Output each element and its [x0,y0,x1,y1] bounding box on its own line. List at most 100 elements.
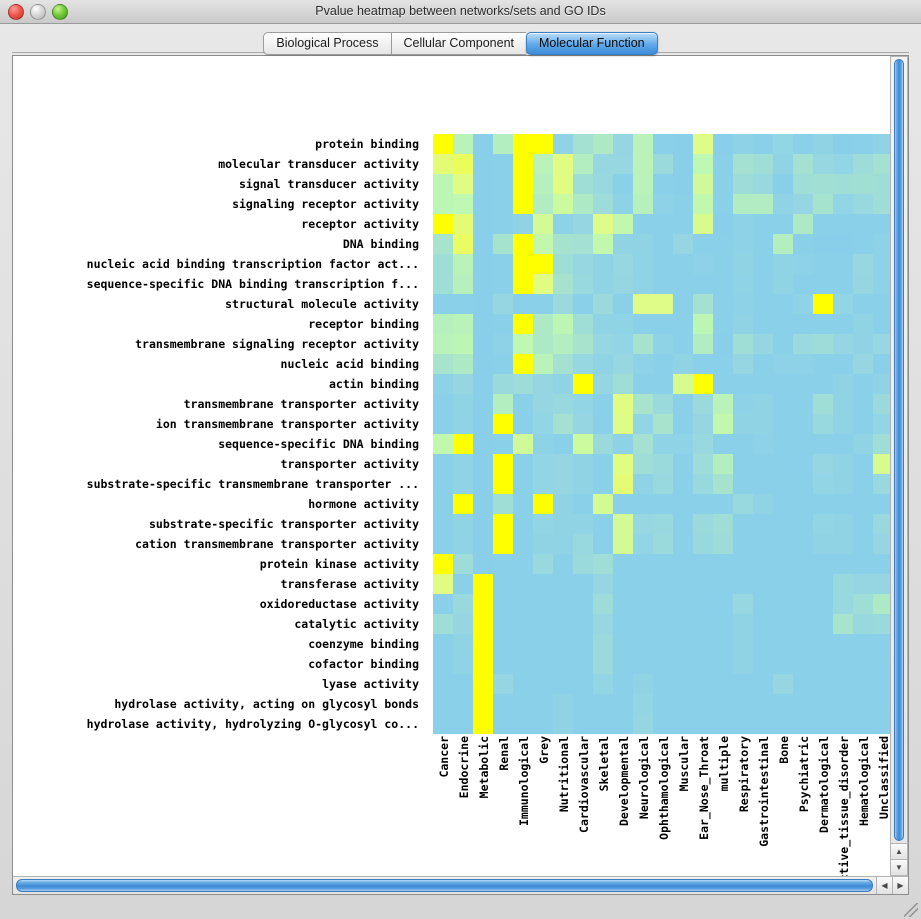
heatmap-cell[interactable] [873,294,893,314]
heatmap-cell[interactable] [633,614,653,634]
heatmap-cell[interactable] [573,514,593,534]
heatmap-cell[interactable] [653,294,673,314]
heatmap-cell[interactable] [653,654,673,674]
heatmap-cell[interactable] [713,234,733,254]
heatmap-cell[interactable] [853,714,873,734]
heatmap-cell[interactable] [653,254,673,274]
heatmap-cell[interactable] [873,254,893,274]
heatmap-cell[interactable] [493,694,513,714]
heatmap-cell[interactable] [793,554,813,574]
heatmap-cell[interactable] [513,594,533,614]
heatmap-cell[interactable] [633,414,653,434]
heatmap-cell[interactable] [773,254,793,274]
heatmap-cell[interactable] [593,174,613,194]
heatmap-cell[interactable] [553,654,573,674]
heatmap-cell[interactable] [473,534,493,554]
heatmap-cell[interactable] [753,714,773,734]
heatmap-cell[interactable] [613,514,633,534]
heatmap-cell[interactable] [453,394,473,414]
heatmap-cell[interactable] [673,714,693,734]
heatmap-cell[interactable] [653,454,673,474]
heatmap-cell[interactable] [873,514,893,534]
heatmap-cell[interactable] [513,234,533,254]
heatmap-cell[interactable] [533,634,553,654]
heatmap-cell[interactable] [613,174,633,194]
heatmap-cell[interactable] [433,354,453,374]
heatmap-cell[interactable] [573,694,593,714]
heatmap-cell[interactable] [433,454,453,474]
heatmap-cell[interactable] [433,534,453,554]
heatmap-cell[interactable] [773,334,793,354]
heatmap-cell[interactable] [433,134,453,154]
heatmap-cell[interactable] [713,454,733,474]
heatmap-cell[interactable] [693,674,713,694]
heatmap-cell[interactable] [533,494,553,514]
heatmap-cell[interactable] [633,634,653,654]
heatmap-cell[interactable] [853,274,873,294]
heatmap-cell[interactable] [613,654,633,674]
heatmap-cell[interactable] [593,154,613,174]
heatmap-cell[interactable] [773,434,793,454]
heatmap-cell[interactable] [853,194,873,214]
heatmap-cell[interactable] [533,394,553,414]
heatmap-cell[interactable] [633,514,653,534]
heatmap-cell[interactable] [633,434,653,454]
heatmap-cell[interactable] [833,634,853,654]
heatmap-cell[interactable] [833,174,853,194]
heatmap-cell[interactable] [573,614,593,634]
heatmap-cell[interactable] [653,214,673,234]
heatmap-cell[interactable] [693,594,713,614]
heatmap-cell[interactable] [853,394,873,414]
heatmap-cell[interactable] [773,234,793,254]
heatmap-cell[interactable] [613,154,633,174]
heatmap-cell[interactable] [713,174,733,194]
heatmap-cell[interactable] [833,654,853,674]
heatmap-cell[interactable] [453,214,473,234]
heatmap-cell[interactable] [813,374,833,394]
heatmap-cell[interactable] [553,294,573,314]
heatmap-cell[interactable] [793,134,813,154]
heatmap-cell[interactable] [613,594,633,614]
heatmap-cell[interactable] [553,154,573,174]
heatmap-cell[interactable] [493,174,513,194]
heatmap-cell[interactable] [633,154,653,174]
heatmap-cell[interactable] [853,474,873,494]
heatmap-cell[interactable] [693,134,713,154]
heatmap-cell[interactable] [593,294,613,314]
heatmap-cell[interactable] [593,514,613,534]
heatmap-cell[interactable] [513,434,533,454]
heatmap-cell[interactable] [493,674,513,694]
heatmap-cell[interactable] [773,174,793,194]
heatmap-cell[interactable] [613,354,633,374]
heatmap-cell[interactable] [873,454,893,474]
heatmap-cell[interactable] [873,414,893,434]
heatmap-cell[interactable] [653,534,673,554]
heatmap-cell[interactable] [713,674,733,694]
heatmap-cell[interactable] [653,494,673,514]
heatmap-cell[interactable] [773,594,793,614]
heatmap-cell[interactable] [873,314,893,334]
heatmap-cell[interactable] [473,394,493,414]
heatmap-cell[interactable] [813,174,833,194]
heatmap-cell[interactable] [493,654,513,674]
heatmap-cell[interactable] [833,414,853,434]
heatmap-cell[interactable] [533,134,553,154]
heatmap-cell[interactable] [813,154,833,174]
heatmap-cell[interactable] [473,274,493,294]
heatmap-cell[interactable] [653,174,673,194]
heatmap-cell[interactable] [613,254,633,274]
heatmap-cell[interactable] [693,634,713,654]
heatmap-cell[interactable] [693,554,713,574]
heatmap-cell[interactable] [773,294,793,314]
heatmap-cell[interactable] [733,314,753,334]
heatmap-cell[interactable] [873,394,893,414]
heatmap-cell[interactable] [693,574,713,594]
heatmap-cell[interactable] [653,634,673,654]
heatmap-cell[interactable] [733,594,753,614]
heatmap-cell[interactable] [813,194,833,214]
heatmap-cell[interactable] [813,614,833,634]
heatmap-cell[interactable] [733,254,753,274]
heatmap-cell[interactable] [633,694,653,714]
heatmap-cell[interactable] [693,534,713,554]
heatmap-cell[interactable] [593,614,613,634]
